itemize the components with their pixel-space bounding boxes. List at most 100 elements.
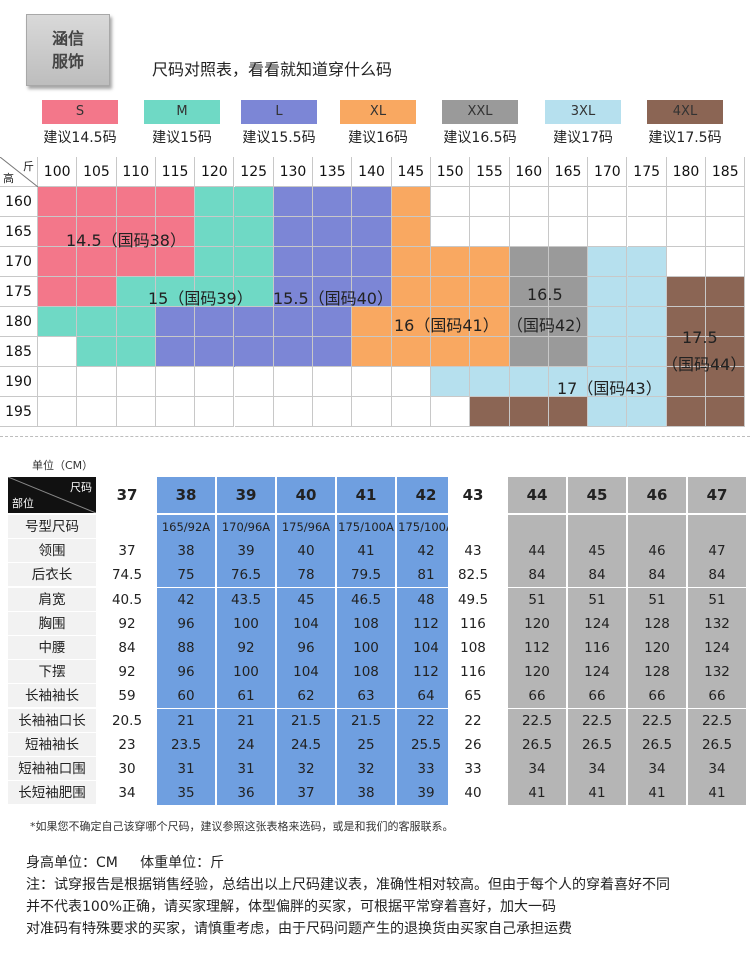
grid-cell — [313, 307, 353, 337]
grid-cell — [77, 397, 117, 427]
grid-cell — [627, 277, 667, 307]
grid-cell — [273, 187, 314, 217]
grid-cell — [470, 187, 510, 217]
grid-cell — [38, 337, 78, 367]
grid-cell — [706, 247, 746, 277]
table-cell: 124 — [568, 611, 626, 636]
table-cell: 49.5 — [448, 587, 498, 612]
grid-cell — [313, 397, 353, 427]
grid-cell — [116, 247, 156, 277]
page-subtitle: 尺码对照表，看看就知道穿什么码 — [152, 60, 393, 79]
height-header: 185 — [0, 337, 38, 367]
grid-cell — [195, 187, 235, 217]
grid-size-block — [352, 337, 510, 367]
grid-cell — [627, 337, 667, 367]
grid-cell — [627, 307, 667, 337]
table-cell: 20.5 — [98, 708, 156, 733]
grid-cell — [155, 397, 196, 427]
table-cell: 84 — [628, 563, 686, 588]
grid-cell — [627, 367, 667, 397]
table-unit: 单位（CM） — [32, 459, 94, 472]
table-row-label: 中腰 — [8, 636, 96, 660]
table-cell: 84 — [98, 636, 156, 660]
legend-text: 建议14.5码 — [43, 130, 117, 146]
grid-cell — [155, 247, 196, 277]
table-cell: 41 — [568, 781, 626, 806]
weight-header: 110 — [116, 157, 156, 187]
height-axis-label: 高 — [3, 172, 14, 185]
grid-cell — [116, 337, 156, 367]
grid-size-block — [38, 247, 196, 277]
table-cell: 40 — [448, 781, 498, 806]
grid-cell — [627, 247, 667, 277]
weight-header: 150 — [431, 157, 471, 187]
grid-cell — [195, 397, 235, 427]
table-row-label: 号型尺码 — [8, 515, 96, 539]
grid-cell — [548, 367, 589, 397]
grid-cell — [391, 397, 431, 427]
table-cell: 21.5 — [337, 708, 395, 733]
table-cell: 21.5 — [277, 708, 335, 733]
grid-cell — [273, 337, 314, 367]
legend-text: 建议15码 — [152, 130, 212, 146]
grid-cell — [234, 397, 274, 427]
grid-size-block — [666, 397, 746, 427]
size-column-header: 42 — [397, 477, 455, 513]
grid-cell — [313, 217, 353, 247]
table-cell: 175/96A — [277, 515, 335, 539]
grid-size-block — [273, 187, 392, 217]
legend-text: 建议17.5码 — [648, 130, 722, 146]
grid-cell — [155, 187, 196, 217]
grid-size-block — [273, 247, 392, 277]
grid-cell — [627, 217, 667, 247]
weight-header: 145 — [391, 157, 431, 187]
table-cell: 64 — [397, 684, 455, 709]
grid-cell — [588, 367, 628, 397]
table-cell: 108 — [448, 636, 498, 660]
table-cell: 43.5 — [217, 587, 275, 612]
grid-cell — [352, 337, 392, 367]
legend-item: 3XL 建议17码 — [535, 100, 631, 147]
table-cell: 82.5 — [448, 563, 498, 588]
grid-cell — [509, 217, 549, 247]
table-cell: 92 — [98, 660, 156, 685]
brand-logo: 涵信 服饰 — [26, 14, 110, 86]
grid-cell — [77, 337, 117, 367]
grid-region-label: （国码42） — [507, 316, 592, 335]
grid-cell — [38, 307, 78, 337]
height-header: 160 — [0, 187, 38, 217]
grid-cell — [548, 337, 589, 367]
grid-cell — [116, 307, 156, 337]
table-cell: 66 — [508, 684, 566, 709]
table-cell: 37 — [277, 781, 335, 806]
grid-size-block — [470, 397, 589, 427]
grid-cell — [470, 397, 510, 427]
size-column-header: 44 — [508, 477, 566, 513]
grid-size-block — [666, 307, 746, 337]
table-cell: 96 — [157, 660, 215, 685]
grid-region-label: （国码44） — [662, 355, 747, 374]
grid-size-block — [391, 247, 510, 277]
weight-header: 115 — [155, 157, 196, 187]
table-cell: 38 — [337, 781, 395, 806]
grid-size-block — [588, 247, 667, 277]
grid-cell — [509, 247, 549, 277]
table-cell: 34 — [688, 757, 746, 781]
table-cell: 92 — [217, 636, 275, 660]
legend-item: S 建议14.5码 — [32, 100, 128, 147]
grid-cell — [470, 307, 510, 337]
grid-size-block — [666, 337, 746, 367]
grid-cell — [391, 337, 431, 367]
size-column-header: 47 — [688, 477, 746, 513]
weight-header: 135 — [313, 157, 353, 187]
legend-item: XXL 建议16.5码 — [432, 100, 528, 147]
grid-cell — [234, 247, 274, 277]
grid-region-label: 17.5 — [682, 328, 718, 347]
note-line-2: 并不代表100%正确，请买家理解，体型偏胖的买家，可根据平常穿着喜好，加大一码 — [26, 899, 557, 915]
grid-size-block — [195, 217, 274, 247]
grid-cell — [273, 397, 314, 427]
weight-header: 160 — [509, 157, 549, 187]
grid-size-block — [509, 277, 589, 307]
grid-cell — [195, 217, 235, 247]
table-cell: 60 — [157, 684, 215, 709]
